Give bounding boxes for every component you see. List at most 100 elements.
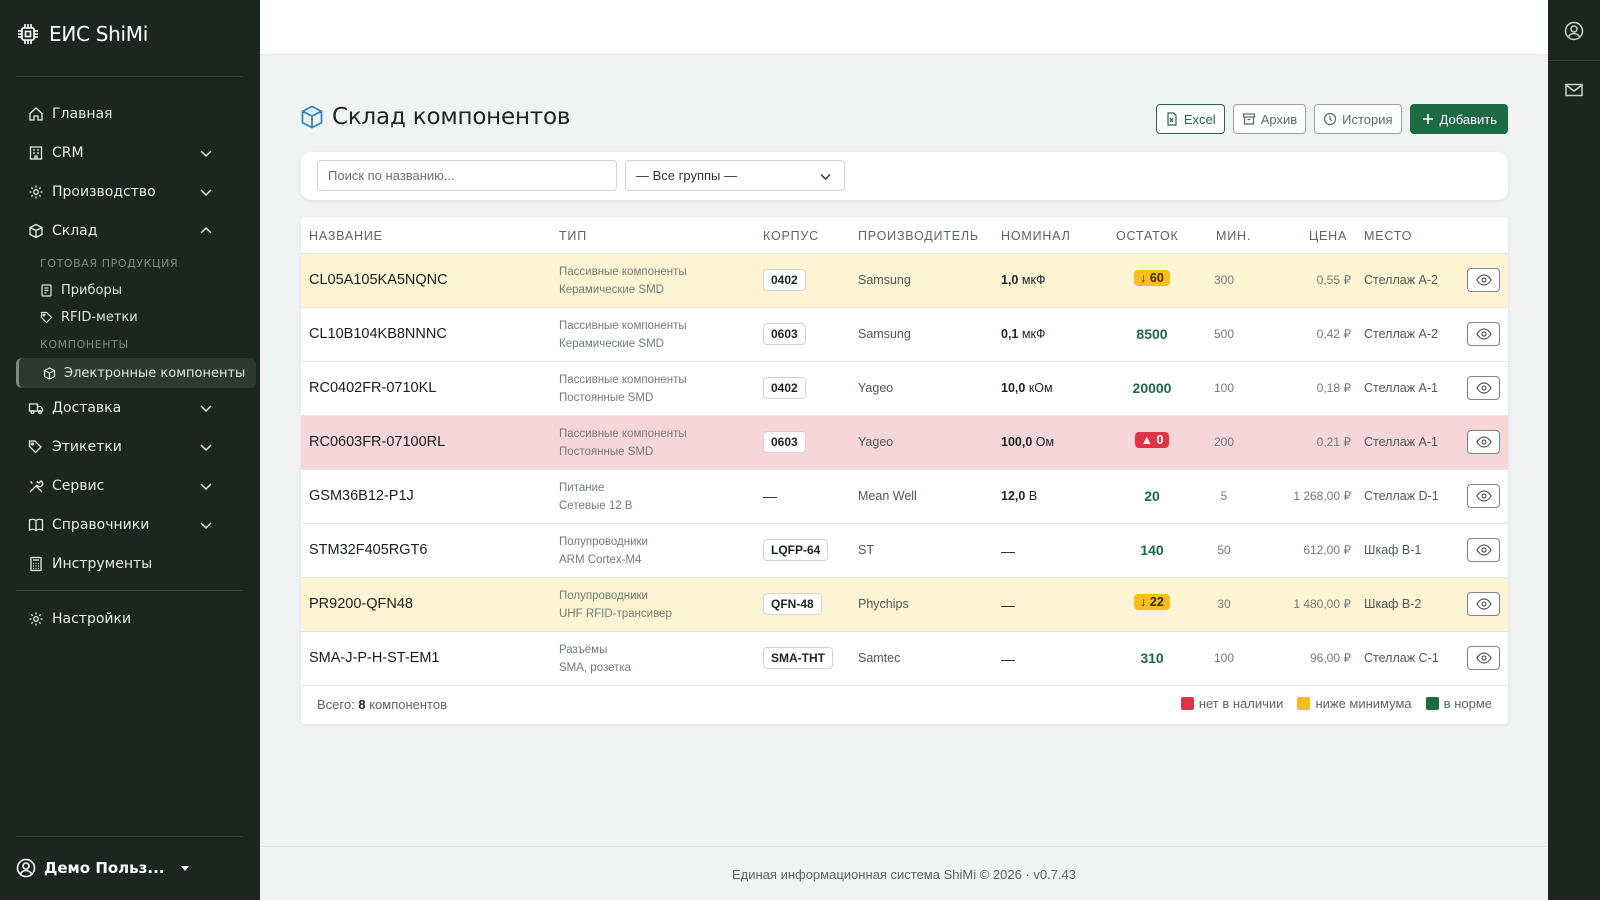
column-header-manufacturer[interactable]: ПРОИЗВОДИТЕЛЬ: [858, 229, 979, 243]
manufacturer: Yageo: [858, 381, 894, 395]
sidebar-sub-label: Электронные компоненты: [64, 365, 246, 381]
user-menu[interactable]: Демо Польз...: [16, 858, 190, 878]
column-header-location[interactable]: МЕСТО: [1364, 229, 1413, 243]
sidebar-item-devices[interactable]: Приборы: [0, 277, 260, 304]
price: 0,21 ₽: [1316, 435, 1351, 449]
sidebar-item-service[interactable]: Сервис: [0, 466, 260, 505]
column-header-nominal[interactable]: НОМИНАЛ: [1001, 229, 1071, 243]
type-group: Полупроводники: [559, 590, 648, 602]
nominal: 10,0 кОм: [1001, 381, 1053, 395]
sidebar-divider: [16, 590, 243, 591]
stock-cell: 20: [1111, 486, 1193, 504]
sidebar-item-delivery[interactable]: Доставка: [0, 388, 260, 427]
nominal: 12,0 В: [1001, 489, 1037, 503]
type-group: Разъёмы: [559, 644, 608, 656]
column-header-package[interactable]: КОРПУС: [763, 229, 819, 243]
legend-label: нет в наличии: [1198, 696, 1284, 711]
legend-swatch-red: [1180, 697, 1194, 710]
package-cell: QFN-48: [763, 593, 822, 615]
stock-value: 0: [1156, 433, 1164, 447]
manufacturer: Samsung: [858, 327, 911, 341]
table-row[interactable]: STM32F405RGT6 Полупроводники ARM Cortex-M…: [301, 524, 1508, 578]
chevron-down-icon: [820, 173, 831, 181]
component-name[interactable]: SMA-J-P-H-ST-EM1: [309, 650, 440, 666]
stock-cell: 310: [1111, 648, 1193, 666]
sidebar-item-tools[interactable]: Инструменты: [0, 544, 260, 583]
table-row[interactable]: CL05A105KA5NQNC Пассивные компоненты Кера…: [301, 254, 1508, 308]
sidebar-item-warehouse[interactable]: Склад: [0, 211, 260, 250]
component-name[interactable]: CL10B104KB8NNNC: [309, 326, 447, 342]
stock-cell: ▲ 0: [1111, 432, 1193, 448]
type-subgroup: Сетевые 12 В: [559, 500, 633, 512]
view-button[interactable]: [1467, 538, 1500, 562]
stock-value: 140: [1140, 542, 1164, 558]
add-button[interactable]: Добавить: [1409, 104, 1508, 134]
manufacturer: Phychips: [858, 597, 909, 611]
sidebar-item-electronic-components[interactable]: Электронные компоненты: [16, 358, 256, 388]
device-icon: [41, 284, 52, 297]
sidebar-item-home[interactable]: Главная: [0, 94, 260, 133]
stock-legend: нет в наличии ниже минимума в норме: [1180, 696, 1492, 711]
table-row[interactable]: RC0402FR-0710KL Пассивные компоненты Пост…: [301, 362, 1508, 416]
package-badge: QFN-48: [763, 593, 822, 615]
stock-value: 20000: [1132, 380, 1172, 396]
sidebar-nav: Главная CRM Производство Склад ГОТОВАЯ П…: [0, 94, 260, 583]
view-button[interactable]: [1467, 268, 1500, 292]
table-header: НАЗВАНИЕ ТИП КОРПУС ПРОИЗВОДИТЕЛЬ НОМИНА…: [301, 217, 1508, 254]
nominal: 100,0 Ом: [1001, 435, 1054, 449]
caret-down-icon: [181, 866, 190, 871]
column-header-type[interactable]: ТИП: [559, 229, 588, 243]
sidebar-item-label: Главная: [52, 105, 113, 122]
nominal: —: [1001, 597, 1015, 613]
chevron-down-icon: [200, 483, 212, 491]
view-button[interactable]: [1467, 592, 1500, 616]
type-group: Пассивные компоненты: [559, 374, 687, 386]
messages-button[interactable]: [1564, 80, 1584, 100]
legend-out-of-stock: нет в наличии: [1180, 696, 1284, 711]
sidebar-section-components: КОМПОНЕНТЫ: [40, 338, 129, 351]
view-button[interactable]: [1467, 430, 1500, 454]
column-header-name[interactable]: НАЗВАНИЕ: [309, 229, 383, 243]
profile-button[interactable]: [1564, 21, 1584, 41]
archive-button[interactable]: Архив: [1232, 104, 1307, 134]
column-header-price[interactable]: ЦЕНА: [1309, 229, 1348, 243]
add-label: Добавить: [1439, 111, 1497, 127]
table-row[interactable]: SMA-J-P-H-ST-EM1 Разъёмы SMA, розетка SMA…: [301, 632, 1508, 686]
component-name[interactable]: STM32F405RGT6: [309, 542, 428, 558]
brand-link[interactable]: ЕИС ShiMi: [16, 22, 148, 46]
column-header-min[interactable]: МИН.: [1216, 229, 1252, 243]
component-name[interactable]: GSM36B12-P1J: [309, 488, 414, 504]
component-name[interactable]: PR9200-QFN48: [309, 596, 413, 612]
type-group: Пассивные компоненты: [559, 266, 687, 278]
sidebar-item-production[interactable]: Производство: [0, 172, 260, 211]
component-name[interactable]: CL05A105KA5NQNC: [309, 272, 448, 288]
sidebar-item-labels[interactable]: Этикетки: [0, 427, 260, 466]
min-stock: 100: [1213, 381, 1235, 395]
view-button[interactable]: [1467, 376, 1500, 400]
search-input[interactable]: [317, 160, 617, 191]
sidebar-item-settings[interactable]: Настройки: [0, 599, 260, 638]
clock-icon: [1324, 112, 1337, 126]
sidebar-divider: [16, 836, 243, 837]
history-button[interactable]: История: [1314, 104, 1402, 134]
table-row[interactable]: PR9200-QFN48 Полупроводники UHF RFID-тран…: [301, 578, 1508, 632]
component-name[interactable]: RC0402FR-0710KL: [309, 380, 437, 396]
component-name[interactable]: RC0603FR-07100RL: [309, 434, 446, 450]
table-row[interactable]: GSM36B12-P1J Питание Сетевые 12 В — Mean …: [301, 470, 1508, 524]
toolbar: Excel Архив История Добавить: [1155, 104, 1508, 134]
column-header-stock[interactable]: ОСТАТОК: [1116, 229, 1179, 243]
view-button[interactable]: [1467, 646, 1500, 670]
view-button[interactable]: [1467, 484, 1500, 508]
sidebar-item-crm[interactable]: CRM: [0, 133, 260, 172]
stock-danger-badge: ▲ 0: [1134, 432, 1170, 448]
view-button[interactable]: [1467, 322, 1500, 346]
table-row[interactable]: RC0603FR-07100RL Пассивные компоненты Пос…: [301, 416, 1508, 470]
sidebar-item-references[interactable]: Справочники: [0, 505, 260, 544]
sidebar-item-rfid[interactable]: RFID-метки: [0, 304, 260, 331]
file-excel-icon: [1167, 112, 1177, 126]
sidebar-item-label: Инструменты: [52, 555, 153, 572]
excel-button[interactable]: Excel: [1155, 104, 1225, 134]
group-select[interactable]: — Все группы —: [625, 160, 845, 191]
price: 612,00 ₽: [1303, 543, 1351, 557]
table-row[interactable]: CL10B104KB8NNNC Пассивные компоненты Кера…: [301, 308, 1508, 362]
